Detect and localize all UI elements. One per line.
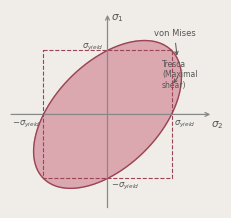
Text: $-\sigma_{yield}$: $-\sigma_{yield}$ [111, 181, 140, 192]
Text: von Mises: von Mises [154, 29, 195, 55]
Text: $\sigma_{yield}$: $\sigma_{yield}$ [174, 119, 195, 130]
Text: Tresca
(Maximal
shear): Tresca (Maximal shear) [162, 60, 198, 90]
Text: $-\sigma_{yield}$: $-\sigma_{yield}$ [12, 119, 40, 130]
Text: $\sigma_2$: $\sigma_2$ [211, 119, 224, 131]
Polygon shape [33, 41, 181, 188]
Text: $\sigma_1$: $\sigma_1$ [111, 12, 123, 24]
Text: $\sigma_{yield}$: $\sigma_{yield}$ [82, 42, 104, 53]
